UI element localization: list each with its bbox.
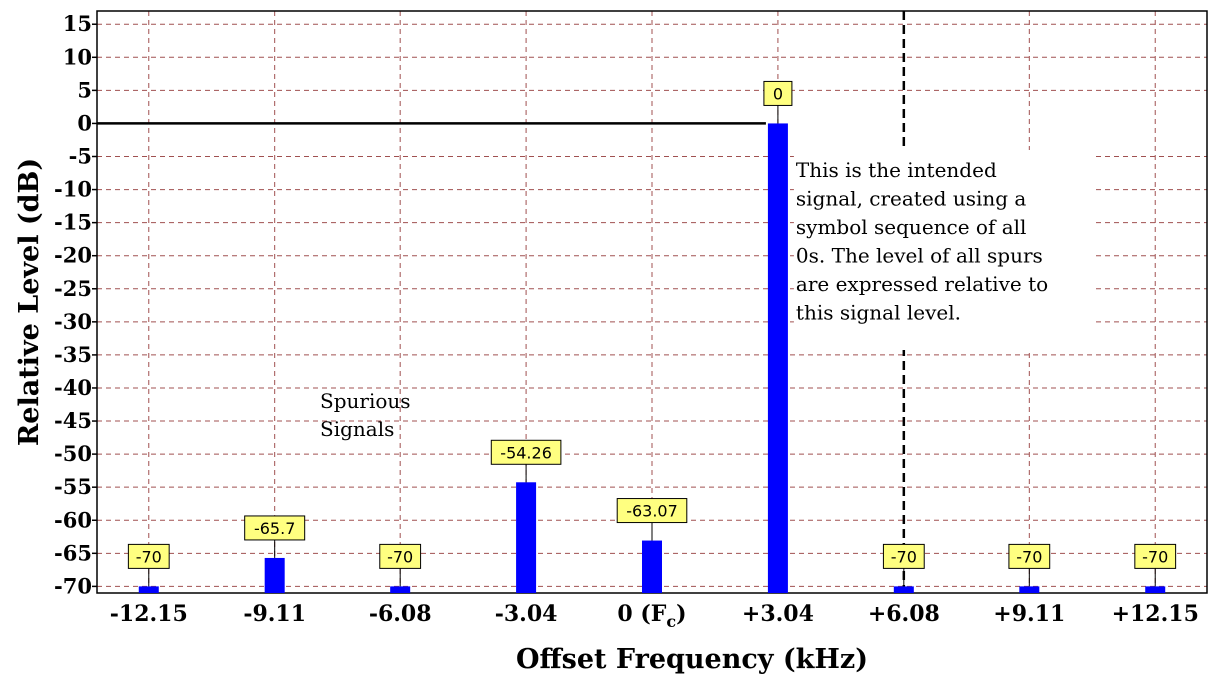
y-tick-label: -10 <box>54 177 92 202</box>
x-tick-label: +12.15 <box>1112 601 1199 627</box>
y-tick-label: -65 <box>54 540 92 565</box>
data-label-box <box>1008 543 1051 569</box>
y-tick-label: 10 <box>63 44 92 69</box>
bar <box>893 586 914 593</box>
y-tick-label: -40 <box>54 375 92 400</box>
x-tick-label: -6.08 <box>369 601 432 627</box>
data-label-box <box>244 515 306 541</box>
intended-signal-annotation: This is the intended signal, created usin… <box>796 158 1048 325</box>
data-label: -70 <box>387 547 413 566</box>
y-tick-label: -15 <box>54 210 92 235</box>
data-label-box <box>127 543 170 569</box>
x-tick-label: -3.04 <box>495 601 558 627</box>
data-label: -70 <box>136 547 162 566</box>
data-label: -70 <box>1016 547 1042 566</box>
y-tick-label: -35 <box>54 342 92 367</box>
data-label: -54.26 <box>500 443 552 462</box>
bar <box>264 557 285 593</box>
bar <box>390 586 411 593</box>
y-tick-label: -5 <box>69 144 92 169</box>
bar <box>642 540 662 593</box>
data-label: -70 <box>1142 547 1168 566</box>
x-tick-label: -9.11 <box>243 601 306 627</box>
y-tick-label: -70 <box>54 573 92 598</box>
y-tick-label: 0 <box>77 110 92 135</box>
data-label-box <box>379 543 422 569</box>
data-label: -70 <box>891 547 917 566</box>
y-tick-label: -45 <box>54 408 92 433</box>
y-tick-label: -50 <box>54 441 92 466</box>
data-label: -63.07 <box>626 502 678 521</box>
bar <box>1019 586 1040 593</box>
y-tick-label: 5 <box>77 77 92 102</box>
bar <box>1145 586 1166 593</box>
data-label-box <box>490 439 562 465</box>
bar <box>516 482 537 593</box>
annotation-background <box>793 150 1094 350</box>
bar <box>767 123 788 593</box>
y-axis-title: Relative Level (dB) <box>14 158 45 446</box>
bar <box>138 586 159 593</box>
x-tick-label: 0 (Fc) <box>617 601 686 631</box>
y-tick-label: -20 <box>54 243 92 268</box>
y-tick-label: -25 <box>54 276 92 301</box>
data-label: 0 <box>773 84 783 103</box>
y-tick-label: 15 <box>63 11 92 36</box>
data-label-box <box>616 498 688 524</box>
data-label-box <box>1134 543 1177 569</box>
x-tick-label: +3.04 <box>742 601 814 627</box>
x-axis-title: Offset Frequency (kHz) <box>516 644 868 675</box>
spurious-signals-annotation: Spurious Signals <box>320 389 411 441</box>
data-label: -65.7 <box>254 519 295 538</box>
x-tick-label: +6.08 <box>868 601 940 627</box>
x-tick-label: +9.11 <box>993 601 1065 627</box>
y-tick-label: -55 <box>54 474 92 499</box>
y-tick-label: -30 <box>54 309 92 334</box>
data-label-box <box>763 80 793 106</box>
x-tick-label: -12.15 <box>110 601 188 627</box>
y-tick-label: -60 <box>54 507 92 532</box>
data-label-box <box>882 543 925 569</box>
